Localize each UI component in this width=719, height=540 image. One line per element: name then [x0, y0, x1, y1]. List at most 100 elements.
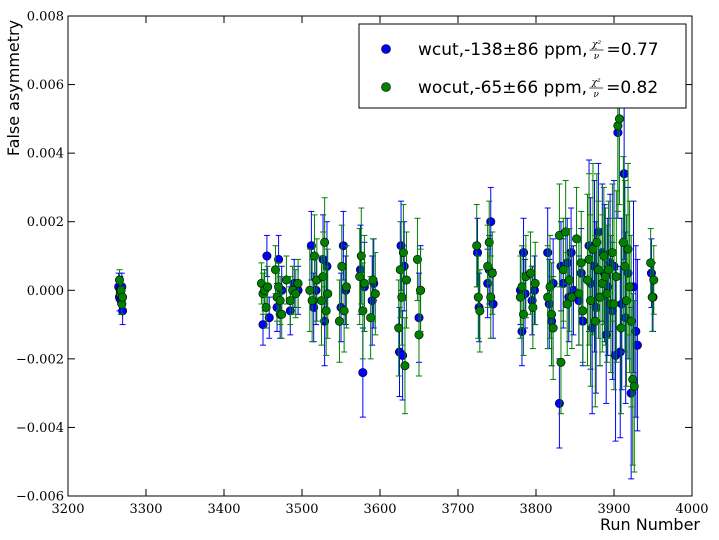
y-tick-label: −0.004 [16, 421, 64, 436]
data-point [629, 381, 639, 391]
data-point [609, 299, 619, 309]
data-point [293, 278, 303, 288]
x-tick-label: 3400 [207, 502, 240, 517]
data-point [398, 248, 408, 258]
data-point [487, 268, 497, 278]
data-point [604, 265, 614, 275]
data-point [258, 320, 268, 330]
legend-box [358, 23, 687, 109]
data-point [526, 268, 536, 278]
data-point [545, 282, 555, 292]
data-point [309, 251, 319, 261]
x-tick-label: 3200 [51, 502, 84, 517]
data-point [263, 282, 273, 292]
legend-label: wcut,-138±86 ppm, [418, 40, 588, 60]
data-point [356, 251, 366, 261]
data-point [398, 350, 408, 360]
legend-value: =0.77 [607, 40, 659, 60]
data-point [370, 289, 380, 299]
x-tick-label: 3700 [441, 502, 474, 517]
data-point [285, 296, 295, 306]
data-point [486, 292, 496, 302]
data-point [274, 282, 284, 292]
x-axis-label: Run Number [600, 515, 700, 534]
data-point [275, 296, 285, 306]
data-point [576, 258, 586, 268]
legend-marker [381, 44, 391, 54]
legend-chi-squared: χ² [591, 40, 601, 50]
data-point [394, 323, 404, 333]
series-1 [114, 32, 659, 473]
data-point [554, 398, 564, 408]
x-tick-label: 3600 [363, 502, 396, 517]
data-point [484, 237, 494, 247]
x-tick-label: 3900 [597, 502, 630, 517]
legend-item: wcut,-138±86 ppm, χ² ν =0.77 [381, 40, 659, 62]
data-point [270, 265, 280, 275]
data-point [291, 289, 301, 299]
data-point [339, 306, 349, 316]
data-point [543, 292, 553, 302]
legend-item: wocut,-65±66 ppm, χ² ν =0.82 [381, 78, 658, 100]
data-point [475, 306, 485, 316]
legend-chi-squared: χ² [591, 78, 601, 88]
legend-nu: ν [594, 52, 600, 62]
y-tick-label: 0.008 [27, 10, 64, 25]
data-point [602, 289, 612, 299]
x-tick-label: 3300 [129, 502, 162, 517]
data-point [647, 292, 657, 302]
y-tick-label: 0.004 [27, 147, 64, 162]
data-point [593, 265, 603, 275]
axis-tick-labels: 3200 3300 3400 3500 3600 3700 3800 3900 4000 −0.0… [16, 10, 709, 518]
data-point [320, 237, 330, 247]
data-point [358, 306, 368, 316]
x-tick-label: 3500 [285, 502, 318, 517]
data-point [584, 254, 594, 264]
data-point [528, 302, 538, 312]
data-point [414, 330, 424, 340]
data-point [626, 316, 636, 326]
data-point [558, 265, 568, 275]
data-point [586, 296, 596, 306]
y-tick-label: 0.002 [27, 215, 64, 230]
y-tick-label: −0.006 [16, 490, 64, 505]
data-point [623, 244, 633, 254]
y-axis-label: False asymmetry [4, 20, 23, 156]
data-point [556, 357, 566, 367]
data-point [277, 309, 287, 319]
legend-nu: ν [593, 90, 599, 100]
data-point [517, 282, 527, 292]
data-point [619, 169, 629, 179]
data-point [359, 278, 369, 288]
legend-label: wocut,-65±66 ppm, [418, 78, 587, 98]
data-point [614, 114, 624, 124]
data-point [530, 278, 540, 288]
data-point [118, 292, 128, 302]
data-point [565, 275, 575, 285]
y-tick-label: −0.002 [16, 352, 64, 367]
data-point [321, 306, 331, 316]
axis-ticks [67, 15, 693, 497]
data-marks [114, 32, 659, 480]
data-point [412, 254, 422, 264]
data-point [341, 282, 351, 292]
data-point [547, 309, 557, 319]
x-tick-label: 4000 [675, 502, 708, 517]
data-point [486, 217, 496, 227]
data-point [472, 241, 482, 251]
data-point [582, 275, 592, 285]
data-point [305, 285, 315, 295]
data-point [574, 289, 584, 299]
data-point [358, 368, 368, 378]
data-point [473, 292, 483, 302]
data-point [262, 251, 272, 261]
y-tick-label: 0.006 [27, 78, 64, 93]
data-point [264, 313, 274, 323]
data-point [395, 265, 405, 275]
data-point [306, 241, 316, 251]
data-point [400, 361, 410, 371]
data-point [316, 296, 326, 306]
data-point [368, 275, 378, 285]
